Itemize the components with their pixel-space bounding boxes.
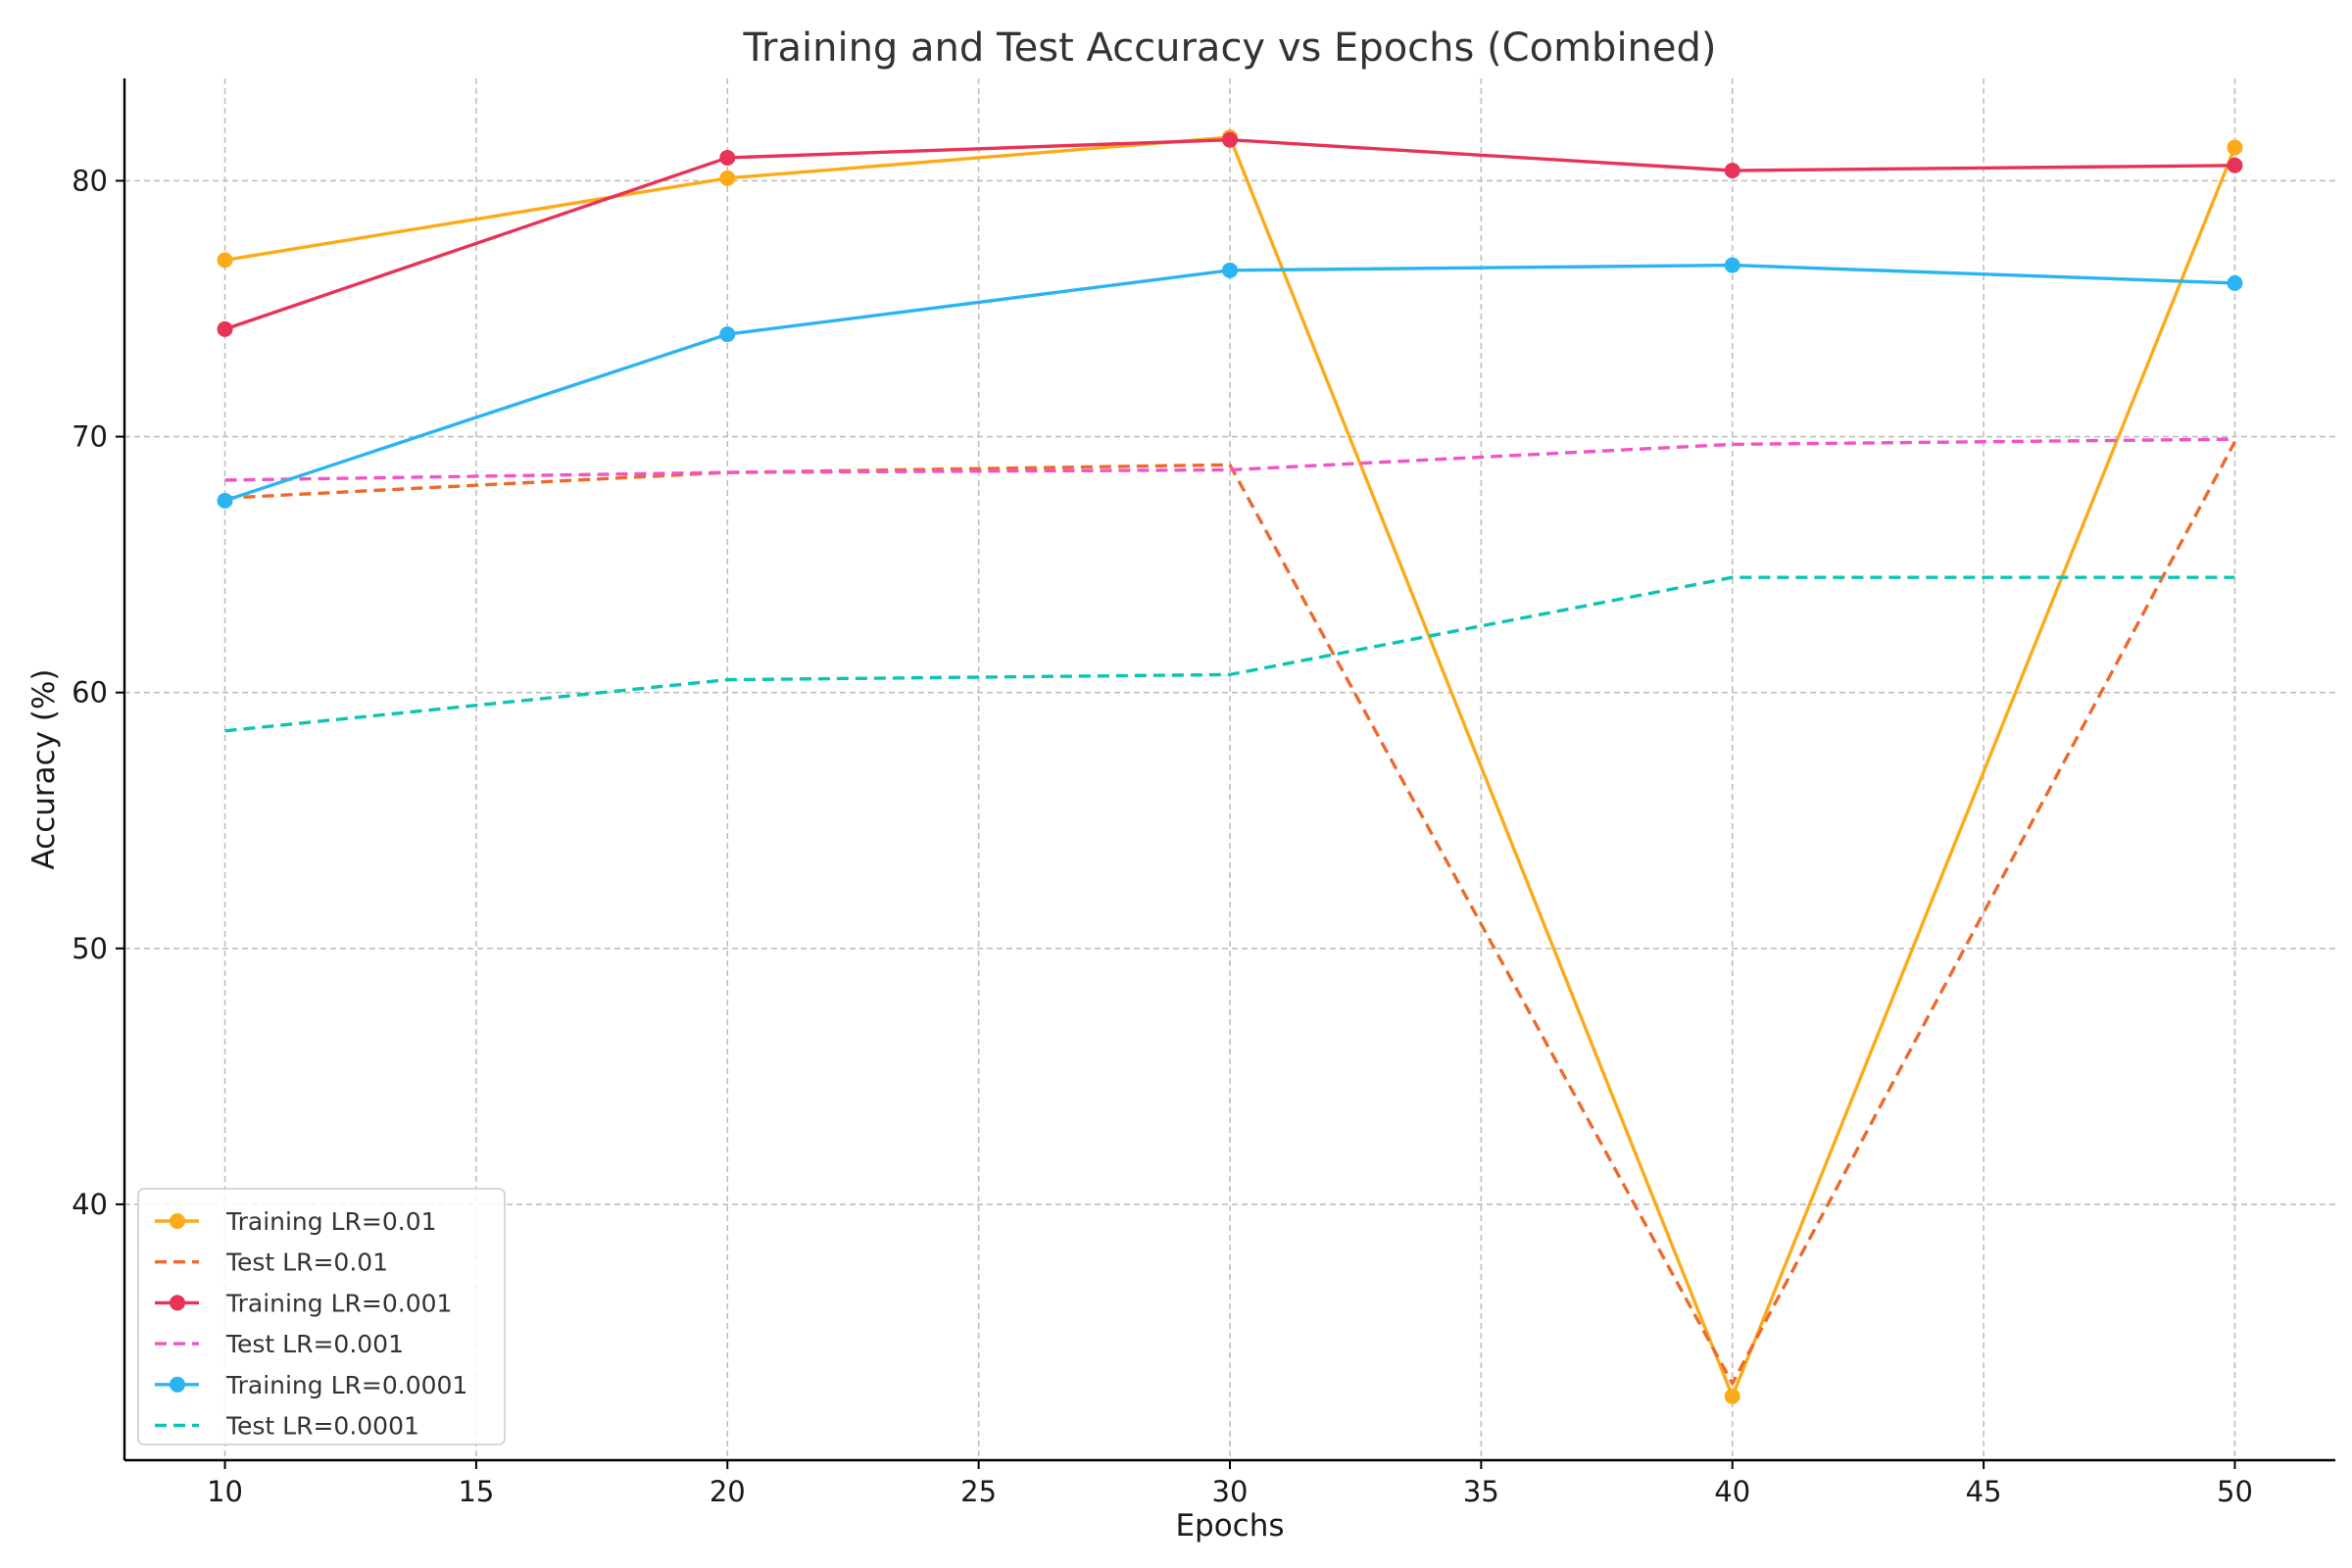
data-point: [1724, 257, 1740, 273]
legend-marker: [170, 1376, 185, 1393]
grid: [124, 78, 2335, 1460]
x-tick-label: 30: [1212, 1475, 1249, 1508]
data-point: [719, 170, 736, 186]
data-point: [217, 252, 233, 269]
legend-marker: [170, 1295, 185, 1311]
data-point: [217, 492, 233, 509]
data-point: [2227, 274, 2243, 291]
x-tick-label: 10: [207, 1475, 243, 1508]
legend-marker: [170, 1213, 185, 1229]
data-point: [2227, 139, 2243, 156]
x-tick-label: 50: [2217, 1475, 2253, 1508]
data-point: [1222, 131, 1238, 148]
y-tick-label: 70: [72, 420, 108, 454]
data-point: [217, 320, 233, 337]
data-point: [1222, 262, 1238, 278]
data-point: [719, 149, 736, 166]
data-point: [2227, 157, 2243, 173]
data-point: [1724, 1388, 1740, 1404]
ticks: 10 15 20 25 30 35 40 45 50 40 50 60 70 80: [72, 164, 2253, 1508]
legend-item: Test LR=0.01: [155, 1249, 388, 1277]
legend-item: Test LR=0.0001: [155, 1412, 419, 1441]
y-tick-label: 80: [72, 164, 108, 197]
series-6: [224, 575, 2235, 733]
x-tick-label: 35: [1463, 1475, 1499, 1508]
legend-item: Training LR=0.001: [155, 1289, 452, 1317]
legend-label: Training LR=0.0001: [225, 1371, 467, 1399]
legend-item: Test LR=0.001: [155, 1330, 404, 1358]
y-tick-label: 50: [72, 932, 108, 965]
series-line: [224, 575, 2235, 733]
series-line: [224, 440, 2236, 1386]
x-axis-label: Epochs: [1175, 1508, 1284, 1544]
legend: Training LR=0.01 Test LR=0.01 Training LR=…: [137, 1188, 506, 1446]
legend-label: Training LR=0.001: [225, 1289, 452, 1317]
y-axis-label: Accuracy (%): [26, 668, 62, 869]
x-tick-label: 20: [710, 1475, 746, 1508]
data-point: [719, 326, 736, 343]
x-tick-label: 15: [458, 1475, 494, 1508]
series-3: [217, 131, 2243, 337]
legend-item: Training LR=0.01: [155, 1207, 437, 1236]
y-tick-label: 40: [72, 1188, 108, 1221]
legend-label: Training LR=0.01: [225, 1207, 437, 1236]
x-tick-label: 45: [1966, 1475, 2002, 1508]
legend-label: Test LR=0.0001: [225, 1412, 419, 1441]
series-5: [217, 257, 2243, 509]
legend-label: Test LR=0.001: [225, 1330, 404, 1358]
chart-title: Training and Test Accuracy vs Epochs (Co…: [742, 25, 1716, 71]
legend-box: [137, 1188, 506, 1446]
series-2: [224, 440, 2236, 1386]
x-tick-label: 25: [960, 1475, 997, 1508]
data-point: [1724, 163, 1740, 178]
legend-label: Test LR=0.01: [225, 1249, 388, 1277]
y-tick-label: 60: [72, 676, 108, 710]
x-tick-label: 40: [1714, 1475, 1750, 1508]
legend-item: Training LR=0.0001: [155, 1371, 467, 1399]
plot-series: [217, 129, 2243, 1404]
